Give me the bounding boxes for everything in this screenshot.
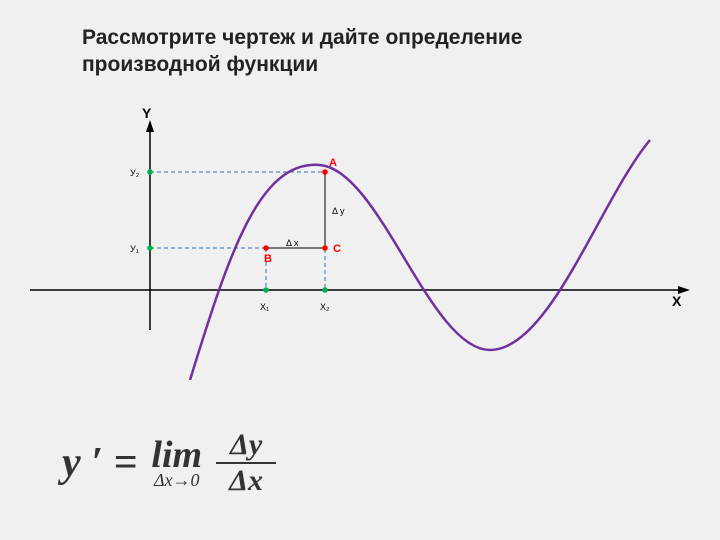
svg-text:У₂: У₂ xyxy=(130,168,140,178)
svg-text:Δ х: Δ х xyxy=(286,238,299,248)
limit-subscript: Δx→0 xyxy=(154,472,200,488)
svg-text:Х₁: Х₁ xyxy=(260,302,269,312)
derivative-formula: у ′ = lim Δx→0 Δy Δx xyxy=(62,430,276,496)
fraction-numerator: Δy xyxy=(230,430,262,460)
svg-text:X: X xyxy=(672,293,682,309)
svg-text:Х₂: Х₂ xyxy=(320,302,330,312)
formula-lhs: у ′ = xyxy=(62,439,137,487)
title-line-1: Рассмотрите чертеж и дайте определение xyxy=(82,24,523,51)
title-line-2: производной функции xyxy=(82,51,523,78)
formula-limit: lim Δx→0 xyxy=(151,438,202,488)
formula-fraction: Δy Δx xyxy=(216,430,276,496)
chart-svg: Y X A B C У₂ У₁ Δ у Δ х Х₁ Х₂ xyxy=(30,100,690,380)
fraction-denominator: Δx xyxy=(229,466,263,496)
derivative-chart: Y X A B C У₂ У₁ Δ у Δ х Х₁ Х₂ xyxy=(30,100,690,380)
svg-text:Δ у: Δ у xyxy=(332,206,345,216)
svg-text:C: C xyxy=(333,243,341,255)
page-title: Рассмотрите чертеж и дайте определение п… xyxy=(82,24,523,79)
svg-text:A: A xyxy=(329,157,337,169)
limit-word: lim xyxy=(151,438,202,472)
svg-text:B: B xyxy=(264,253,272,265)
svg-text:Y: Y xyxy=(142,105,152,121)
svg-text:У₁: У₁ xyxy=(130,244,139,254)
